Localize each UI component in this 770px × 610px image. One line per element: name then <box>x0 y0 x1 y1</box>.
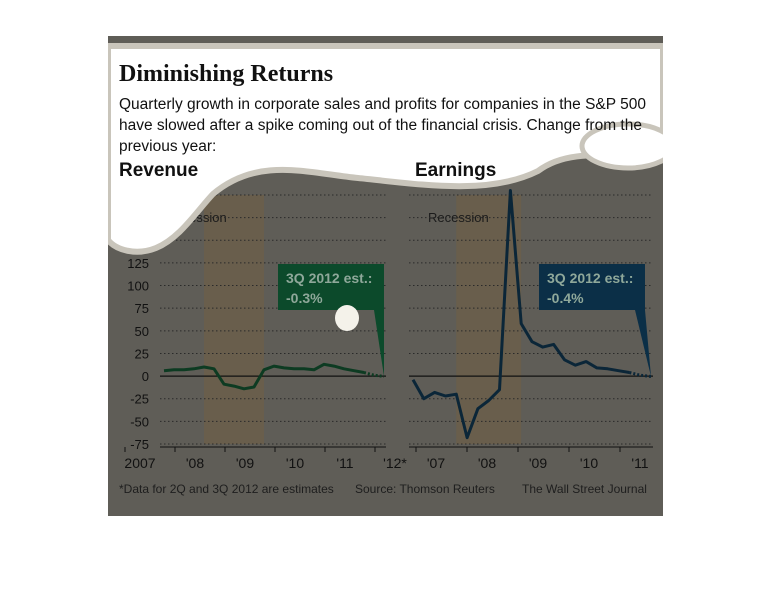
estimate-footnote: *Data for 2Q and 3Q 2012 are estimates <box>119 482 334 496</box>
x-tick-label: '11 <box>631 455 648 471</box>
callout-label: 3Q 2012 est.: <box>286 270 372 286</box>
white-blob-overlay <box>108 43 663 331</box>
x-tick-label: '08 <box>478 455 496 471</box>
callout-value: -0.4% <box>547 290 584 306</box>
y-tick-label: -25 <box>130 392 149 407</box>
callout-pointer <box>374 310 384 377</box>
revenue-panel-title: Revenue <box>119 160 199 181</box>
x-tick-label: '10 <box>286 455 304 471</box>
series-line <box>163 362 365 391</box>
x-tick-label: '07 <box>427 455 445 471</box>
y-tick-label: 0 <box>142 369 149 384</box>
charts-canvas: Recession200%1751501251007550250-25-50-7… <box>116 188 653 471</box>
callout-box <box>278 264 384 310</box>
x-tick-label: '08 <box>186 455 204 471</box>
source-note: Source: Thomson Reuters <box>355 482 495 496</box>
y-tick-label: 100 <box>127 279 149 294</box>
callout-box <box>539 264 645 310</box>
y-tick-label: 75 <box>135 301 149 316</box>
series-line <box>411 189 630 440</box>
earnings-chart: Recession'07'08'09'10'11'12*3Q 2012 est.… <box>409 189 653 471</box>
x-tick-label: '11 <box>336 455 353 471</box>
x-tick-label: '09 <box>529 455 547 471</box>
chart-figure: Recession200%1751501251007550250-25-50-7… <box>108 36 663 516</box>
y-tick-label: 50 <box>135 324 149 339</box>
callout-label: 3Q 2012 est.: <box>547 270 633 286</box>
y-tick-label: 25 <box>135 346 149 361</box>
callout-pointer <box>635 310 651 377</box>
callout-value: -0.3% <box>286 290 323 306</box>
series-estimate-line <box>363 371 385 378</box>
x-tick-label: '12* <box>383 455 407 471</box>
y-tick-label: 125 <box>127 256 149 271</box>
x-tick-label: 2007 <box>124 455 155 471</box>
earnings-panel-title: Earnings <box>415 160 497 181</box>
x-tick-label: '09 <box>236 455 254 471</box>
page-title: Diminishing Returns <box>119 61 334 87</box>
x-tick-label: '10 <box>580 455 598 471</box>
recession-band <box>204 195 264 444</box>
y-tick-label: -50 <box>130 414 149 429</box>
recession-band <box>456 195 522 444</box>
y-tick-label: -75 <box>130 437 149 452</box>
credit-note: The Wall Street Journal <box>522 482 647 496</box>
page-subtitle: Quarterly growth in corporate sales and … <box>119 96 646 155</box>
